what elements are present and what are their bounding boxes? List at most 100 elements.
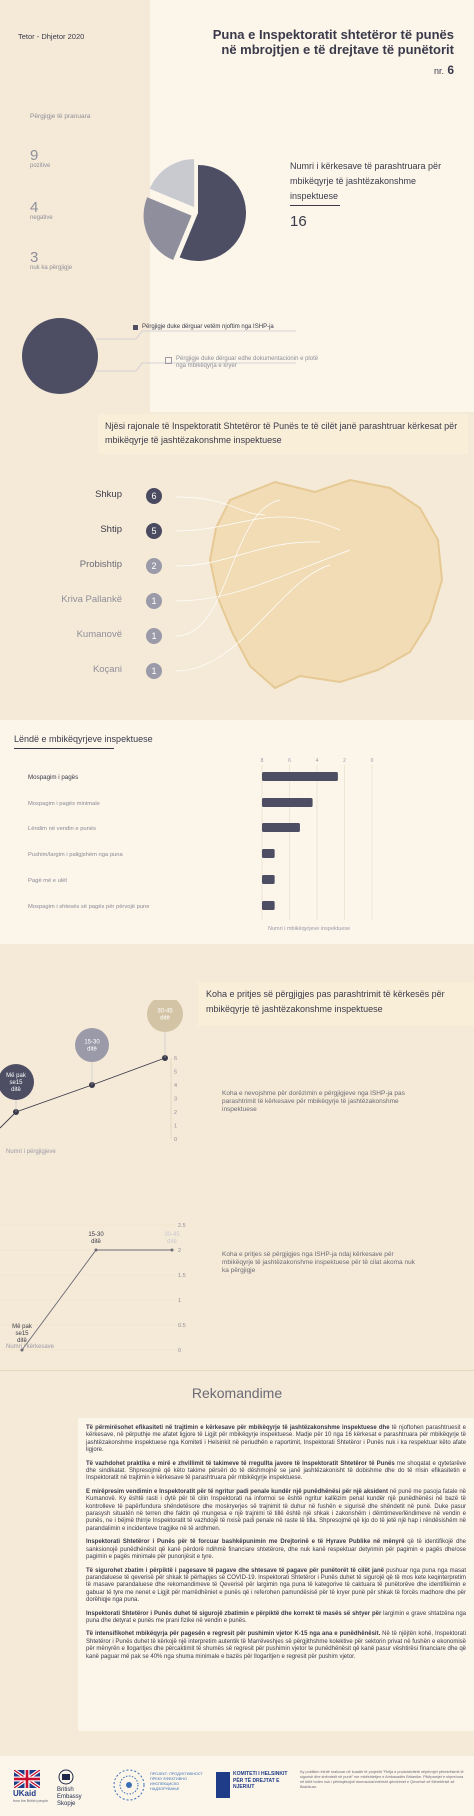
subjects-bar	[262, 901, 275, 910]
stat-positive-label: pozitive	[30, 163, 51, 169]
recommendations-panel	[78, 1418, 474, 1731]
regions-heading: Njësi rajonale të Inspektoratit Shtetëro…	[105, 421, 458, 445]
recommendations-heading: Rekomandime	[191, 1385, 283, 1401]
subjects-bar	[262, 772, 338, 781]
subjects-category-label: Mospagim i shtesës së pagës për përvojë …	[28, 904, 149, 910]
region-label-shtip: Shtip	[100, 524, 122, 535]
chart1-category-bubble	[0, 1064, 34, 1100]
subjects-bar	[262, 849, 275, 858]
subjects-category-label: Pagë më e ulët	[28, 878, 67, 884]
chart2-ytick: 0	[178, 1348, 181, 1354]
recommendation-2-text: me shoqatat e qytetarëve dhe sindikatat.…	[86, 1460, 467, 1482]
subjects-bar	[262, 798, 313, 807]
chart1-category-label: se15	[9, 1080, 23, 1086]
chart2-ytick: 2	[178, 1248, 181, 1254]
chart1-ytick: 1	[174, 1124, 177, 1130]
chart1-ytick: 2	[174, 1110, 177, 1116]
recommendation-7-bold: Të intensifikohet mbikëqyrja për pagesën…	[86, 1631, 381, 1638]
region-label-probishtip: Probishtip	[79, 559, 122, 570]
recommendation-6-bold: Inspektorati Shtetëror i Punës duhet të …	[86, 1610, 382, 1617]
subjects-axis-tick: 2	[343, 758, 346, 764]
chart1-ytick: 6	[174, 1056, 177, 1062]
chart2-ytick: 0.5	[178, 1323, 186, 1329]
recommendation-3: E mirëpresim vendimin e Inspektoratit pë…	[86, 1489, 466, 1533]
chart1-category-bubble	[75, 1028, 109, 1062]
chart1-category-bubble	[147, 1000, 183, 1032]
subjects-axis-caption: Numri i mbikëqyrjeve inspektuese	[268, 926, 350, 932]
pie-slice-positive	[179, 165, 246, 261]
recommendation-2-bold: Të vazhdohet praktika e mirë e zhvillimi…	[86, 1460, 395, 1467]
subjects-category-label: Mospagim i pagës minimale	[28, 801, 100, 807]
total-requests-value: 16	[290, 213, 307, 230]
chart2-ytick: 1	[178, 1298, 181, 1304]
responses-heading: Përgjigje të pranuara	[30, 113, 91, 120]
subjects-heading: Lëndë e mbikëqyrjeve inspektuese	[14, 734, 153, 744]
issue-value: 6	[447, 63, 454, 77]
chart2-category-label: ditë	[17, 1338, 27, 1344]
region-count-probishtip: 2	[146, 558, 162, 574]
recommendation-7-text: Në të njëjtën kohë, Inspektorati Shtetër…	[86, 1631, 466, 1660]
subjects-bar-chart: 8 6 4 2 0 Mospagim i pagës Mospagim i pagës mi…	[28, 758, 374, 932]
region-label-kocani: Koçani	[92, 664, 122, 675]
embassy-name: British Embassy Skopje	[57, 1787, 82, 1807]
total-requests-text: Numri i kërkesave të parashtruara për mb…	[290, 161, 442, 201]
chart1-category-label: 30-45	[157, 1009, 173, 1015]
chart2-category-label: 30-45	[164, 1232, 180, 1238]
recommendation-4: Inspektorati Shtetëror i Punës për të fo…	[86, 1539, 466, 1561]
pie-slice-negative	[143, 197, 192, 261]
region-label-kumanove: Kumanovë	[76, 629, 122, 640]
recommendation-6: Inspektorati Shtetëror i Punës duhet të …	[86, 1611, 466, 1626]
recommendations-list: Të përmirësohet efikasiteti në trajtimin…	[86, 1425, 466, 1667]
ukaid-logo-text: UKaid	[13, 1789, 37, 1798]
chart2-point	[20, 1348, 24, 1352]
region-label-kriva-pallanke: Kriva Pallankë	[61, 594, 122, 605]
stat-no-response-label: nuk ka përgjigje	[30, 265, 73, 271]
chart2-ytick: 1.5	[178, 1273, 186, 1279]
subjects-axis-tick: 6	[288, 758, 291, 764]
chart2-ytick: 2.5	[178, 1223, 186, 1229]
recommendation-1-bold: Të përmirësohet efikasiteti në trajtimin…	[86, 1425, 390, 1431]
responses-pie-chart	[143, 159, 246, 261]
chart2-category-label: se15	[15, 1331, 29, 1337]
chart1-category-label: ditë	[87, 1047, 97, 1053]
recommendation-1: Të përmirësohet efikasiteti në trajtimin…	[86, 1425, 466, 1455]
region-label-shkup: Shkup	[95, 489, 122, 500]
recommendation-3-bold: E mirëpresim vendimin e Inspektoratit pë…	[86, 1488, 388, 1495]
subjects-axis-tick: 4	[316, 758, 319, 764]
recommendation-4-bold: Inspektorati Shtetëror i Punës për të fo…	[86, 1539, 405, 1546]
subjects-axis-tick: 8	[261, 758, 264, 764]
stat-positive-value: 9	[30, 147, 39, 164]
recommendation-5: Të sigurohet zbatim i përpiktë i pagesav…	[86, 1568, 466, 1605]
subjects-category-label: Lëndim në vendin e punës	[28, 826, 96, 832]
subjects-axis-tick: 0	[371, 758, 374, 764]
total-divider	[290, 205, 340, 206]
chart2-category-label: Më pak	[12, 1324, 33, 1330]
waiting-heading-bar	[198, 982, 474, 1026]
chart1-line	[0, 1057, 166, 1129]
page-title: Puna e Inspektoratit shtetëror të punës …	[213, 27, 454, 57]
region-count-shtip: 5	[146, 523, 162, 539]
chart2-caption: Numri i kërkesave	[6, 1344, 55, 1350]
region-count-kumanove: 1	[146, 628, 162, 644]
chart2-category-label: ditë	[167, 1239, 177, 1245]
legend-swatch-dark	[133, 324, 138, 330]
chart1-description: Koha e nevojshme për dorëzimin e përgjig…	[222, 1090, 405, 1113]
subjects-bar	[262, 823, 300, 832]
recommendation-4-text: që të identifikojë dhe sanksionojë punëd…	[86, 1539, 466, 1561]
legend-item-docs: Përgjigje duke dërguar edhe dokumentacio…	[165, 356, 325, 370]
region-count-kocani: 1	[146, 663, 162, 679]
subjects-category-label: Mospagim i pagës	[28, 774, 78, 781]
subjects-bar	[262, 875, 275, 884]
recommendations-divider	[0, 1370, 474, 1371]
stat-negative-value: 4	[30, 199, 39, 216]
chart2-category-label: ditë	[91, 1239, 101, 1245]
recommendation-5-bold: Të sigurohet zbatim i përpiktë i pagesav…	[86, 1567, 385, 1574]
subjects-heading-underline	[14, 748, 114, 749]
chart1-ytick: 5	[174, 1070, 177, 1076]
chart1-category-label: 15-30	[84, 1040, 100, 1046]
chart1-category-label: Më pak	[6, 1073, 27, 1079]
legend-docs-label: Përgjigje duke dërguar edhe dokumentacio…	[176, 356, 319, 369]
recommendation-2: Të vazhdohet praktika e mirë e zhvillimi…	[86, 1461, 466, 1483]
chart1-caption: Numri i përgjigjeve	[6, 1149, 56, 1155]
legend-notice-label: Përgjigje duke dërguar vetëm njoftim nga…	[142, 324, 274, 330]
